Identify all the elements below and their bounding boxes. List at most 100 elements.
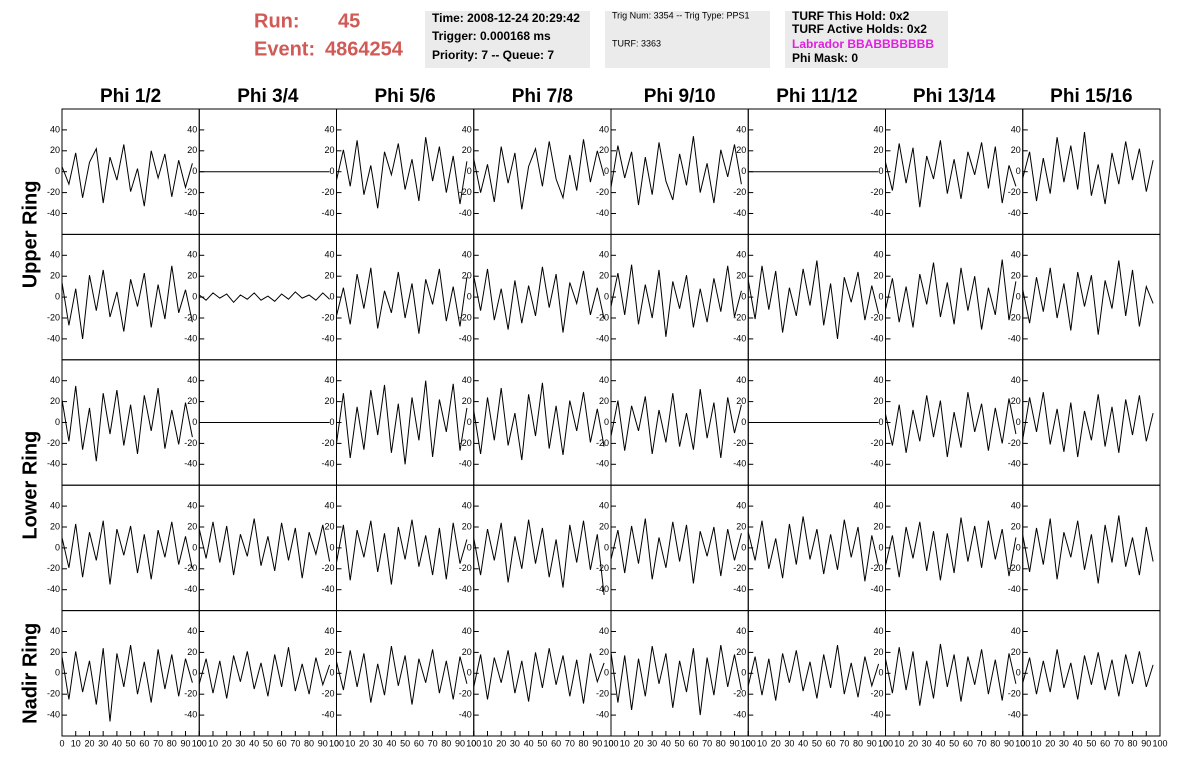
y-tick-label: 0: [192, 291, 197, 301]
y-tick-label: 0: [467, 542, 472, 552]
y-tick-label: 0: [1016, 668, 1021, 678]
y-tick-label: -20: [47, 187, 60, 197]
waveform: [610, 136, 742, 206]
y-tick-label: 20: [324, 396, 334, 406]
column-label: Phi 7/8: [512, 86, 573, 107]
x-tick-label: 10: [1031, 738, 1041, 748]
x-tick-label: 30: [784, 738, 794, 748]
panel-frame: [885, 610, 1024, 737]
ring-label: Lower Ring: [19, 431, 41, 540]
x-tick-label: 50: [812, 738, 822, 748]
y-tick-label: -20: [596, 563, 609, 573]
y-tick-label: 20: [187, 271, 197, 281]
y-tick-label: 40: [50, 375, 60, 385]
y-tick-label: -20: [1008, 187, 1021, 197]
x-tick-label: 100: [466, 738, 481, 748]
x-tick-label: 30: [510, 738, 520, 748]
x-tick-label: 40: [798, 738, 808, 748]
x-tick-label: 10: [208, 738, 218, 748]
x-tick-label: 40: [1073, 738, 1083, 748]
info-text: TURF Active Holds: 0x2: [792, 22, 927, 36]
x-tick-label: 90: [592, 738, 602, 748]
y-tick-label: -40: [733, 584, 746, 594]
y-tick-label: -20: [870, 563, 883, 573]
y-tick-label: 20: [1011, 145, 1021, 155]
y-tick-label: 0: [467, 417, 472, 427]
y-tick-label: 20: [50, 271, 60, 281]
y-tick-label: -20: [184, 438, 197, 448]
panel-frame: [473, 108, 612, 235]
y-tick-label: -40: [870, 709, 883, 719]
y-tick-label: -20: [184, 312, 197, 322]
y-tick-label: -20: [870, 438, 883, 448]
y-tick-label: 40: [50, 626, 60, 636]
y-tick-label: -20: [733, 438, 746, 448]
y-tick-label: 0: [192, 542, 197, 552]
y-tick-label: 20: [736, 145, 746, 155]
y-tick-label: 0: [192, 417, 197, 427]
panel-frame: [885, 484, 1024, 612]
y-tick-label: -40: [1008, 459, 1021, 469]
info-box: [605, 11, 770, 68]
y-tick-label: -40: [596, 459, 609, 469]
y-tick-label: -40: [47, 333, 60, 343]
y-tick-label: 20: [1011, 521, 1021, 531]
x-tick-label: 70: [702, 738, 712, 748]
y-tick-label: 20: [50, 145, 60, 155]
info-text: Trig Num: 3354 -- Trig Type: PPS1: [612, 10, 750, 20]
x-tick-label: 40: [935, 738, 945, 748]
y-tick-label: -20: [870, 187, 883, 197]
x-tick-label: 50: [400, 738, 410, 748]
panel-frame: [747, 484, 886, 612]
y-tick-label: 0: [878, 166, 883, 176]
x-tick-label: 0: [197, 738, 202, 748]
y-tick-label: -40: [733, 333, 746, 343]
x-tick-label: 70: [839, 738, 849, 748]
waveform: [1022, 392, 1154, 458]
x-tick-label: 30: [235, 738, 245, 748]
run-value: 45: [338, 10, 360, 32]
y-tick-label: 20: [462, 145, 472, 155]
y-tick-label: 20: [187, 145, 197, 155]
y-tick-label: -20: [47, 563, 60, 573]
y-tick-label: -40: [596, 584, 609, 594]
y-tick-label: 40: [50, 250, 60, 260]
waveform: [885, 140, 1017, 208]
y-tick-label: -40: [47, 459, 60, 469]
panel-frame: [747, 610, 886, 737]
panel-frame: [1022, 610, 1161, 737]
y-tick-label: 40: [324, 250, 334, 260]
x-tick-label: 0: [1020, 738, 1025, 748]
y-tick-label: -40: [596, 709, 609, 719]
y-tick-label: 20: [736, 521, 746, 531]
y-tick-label: 20: [1011, 647, 1021, 657]
info-text: Phi Mask: 0: [792, 51, 858, 65]
column-label: Phi 11/12: [776, 86, 857, 107]
panel-frame: [610, 484, 749, 612]
y-tick-label: 40: [873, 626, 883, 636]
waveform: [1022, 260, 1154, 335]
y-tick-label: 0: [329, 542, 334, 552]
x-tick-label: 90: [1004, 738, 1014, 748]
y-tick-label: 20: [462, 647, 472, 657]
x-tick-label: 20: [359, 738, 369, 748]
y-tick-label: -40: [1008, 584, 1021, 594]
column-label: Phi 1/2: [100, 86, 161, 107]
x-tick-label: 0: [746, 738, 751, 748]
x-tick-label: 90: [455, 738, 465, 748]
panel-frame: [885, 108, 1024, 235]
y-tick-label: 0: [1016, 166, 1021, 176]
y-tick-label: 0: [878, 542, 883, 552]
x-tick-label: 60: [551, 738, 561, 748]
x-tick-label: 60: [1100, 738, 1110, 748]
y-tick-label: 40: [736, 626, 746, 636]
panel-frame: [610, 610, 749, 737]
waveform: [198, 647, 331, 699]
y-tick-label: 20: [873, 521, 883, 531]
panel-frame: [473, 610, 612, 737]
panel-frame: [61, 233, 200, 361]
y-tick-label: -40: [1008, 208, 1021, 218]
y-tick-label: 40: [324, 124, 334, 134]
x-tick-label: 90: [1141, 738, 1151, 748]
x-tick-label: 70: [153, 738, 163, 748]
